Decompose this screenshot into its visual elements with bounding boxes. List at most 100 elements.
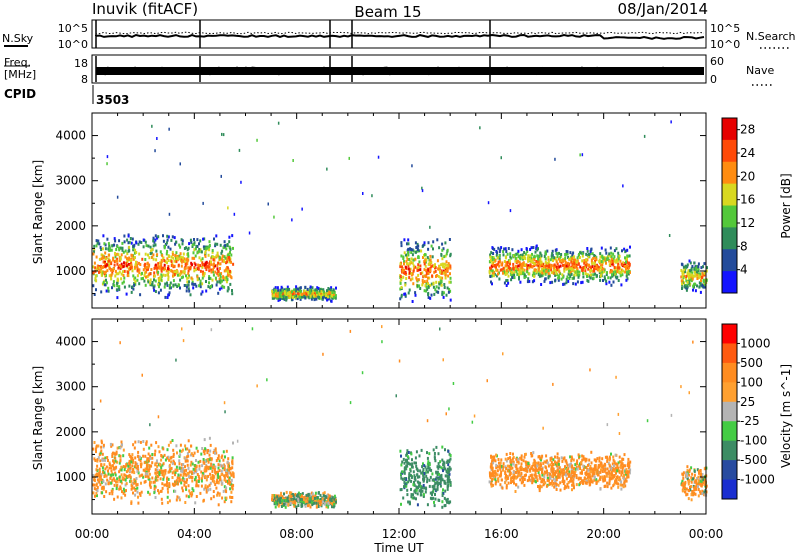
power-echo bbox=[617, 266, 619, 270]
velocity-echo bbox=[231, 496, 234, 499]
power-echo bbox=[518, 277, 520, 281]
velocity-echo bbox=[581, 454, 584, 458]
velocity-echo bbox=[122, 448, 125, 452]
power-echo bbox=[175, 251, 178, 255]
power-echo bbox=[107, 247, 110, 251]
velocity-echo bbox=[154, 462, 157, 466]
power-echo bbox=[427, 276, 429, 280]
power-echo bbox=[691, 273, 693, 277]
power-echo bbox=[569, 271, 572, 275]
power-echo bbox=[208, 248, 211, 252]
power-echo bbox=[403, 238, 406, 242]
power-echo bbox=[447, 274, 450, 278]
velocity-echo bbox=[140, 473, 143, 477]
power-echo bbox=[105, 274, 107, 278]
power-echo bbox=[231, 234, 234, 238]
power-echo bbox=[156, 236, 159, 240]
power-echo bbox=[605, 261, 607, 265]
velocity-echo bbox=[603, 478, 606, 482]
power-echo bbox=[498, 254, 501, 257]
power-echo bbox=[426, 256, 429, 260]
velocity-echo bbox=[325, 505, 328, 509]
velocity-echo bbox=[327, 505, 330, 509]
power-echo bbox=[187, 258, 190, 262]
velocity-echo bbox=[204, 448, 207, 452]
velocity-echo bbox=[602, 464, 605, 468]
power-echo bbox=[300, 290, 302, 294]
power-echo bbox=[513, 276, 516, 280]
power-echo bbox=[544, 250, 547, 254]
velocity-echo bbox=[119, 487, 122, 491]
power-echo bbox=[699, 282, 702, 285]
velocity-echo bbox=[620, 460, 623, 464]
power-echo bbox=[410, 257, 413, 261]
velocity-echo bbox=[598, 456, 601, 460]
velocity-echo bbox=[593, 478, 596, 482]
power-echo bbox=[403, 271, 406, 275]
power-echo bbox=[554, 256, 557, 260]
velocity-echo bbox=[435, 488, 438, 492]
power-echo-sparse bbox=[554, 157, 556, 161]
velocity-echo bbox=[151, 476, 154, 480]
velocity-echo bbox=[119, 485, 122, 489]
power-echo bbox=[141, 271, 143, 275]
velocity-echo bbox=[177, 482, 179, 486]
velocity-echo bbox=[225, 479, 227, 483]
power-echo bbox=[442, 269, 445, 273]
power-echo bbox=[540, 264, 543, 268]
velocity-echo bbox=[414, 456, 417, 460]
velocity-echo bbox=[403, 477, 406, 481]
velocity-echo bbox=[312, 502, 315, 505]
power-echo bbox=[331, 291, 334, 294]
velocity-echo bbox=[504, 476, 507, 480]
velocity-echo bbox=[555, 464, 558, 468]
power-echo bbox=[124, 255, 127, 259]
power-echo bbox=[175, 260, 178, 264]
velocity-echo bbox=[125, 470, 128, 474]
power-echo bbox=[426, 287, 429, 291]
power-echo bbox=[519, 253, 522, 257]
power-echo-sparse bbox=[227, 206, 229, 210]
power-echo bbox=[183, 267, 186, 271]
velocity-echo bbox=[595, 472, 598, 476]
power-echo bbox=[94, 266, 97, 270]
velocity-echo bbox=[311, 497, 314, 501]
velocity-echo bbox=[416, 492, 419, 496]
velocity-echo bbox=[181, 469, 184, 473]
velocity-echo bbox=[92, 491, 95, 495]
velocity-echo bbox=[562, 477, 564, 481]
power-echo bbox=[432, 247, 434, 251]
power-echo bbox=[535, 247, 538, 251]
power-echo bbox=[439, 279, 442, 283]
power-echo bbox=[406, 242, 408, 246]
velocity-echo bbox=[136, 469, 139, 473]
velocity-echo bbox=[190, 460, 193, 464]
power-echo bbox=[405, 260, 408, 264]
velocity-echo bbox=[146, 472, 149, 476]
power-echo bbox=[152, 236, 155, 240]
velocity-echo bbox=[519, 478, 522, 482]
power-echo bbox=[537, 260, 540, 264]
nsearch-label: N.Search bbox=[746, 30, 796, 43]
power-echo bbox=[533, 262, 536, 266]
power-echo bbox=[405, 277, 408, 280]
power-echo bbox=[126, 260, 129, 263]
power-echo bbox=[626, 260, 629, 264]
velocity-echo bbox=[311, 500, 314, 504]
power-echo bbox=[628, 254, 631, 258]
velocity-echo bbox=[134, 493, 137, 497]
velocity-echo bbox=[193, 451, 196, 455]
velocity-echo bbox=[176, 451, 178, 455]
velocity-echo bbox=[223, 485, 226, 489]
velocity-echo bbox=[512, 452, 514, 456]
power-echo bbox=[147, 244, 150, 248]
power-echo bbox=[229, 247, 232, 251]
velocity-echo bbox=[225, 469, 228, 473]
velocity-echo bbox=[420, 448, 423, 452]
velocity-echo bbox=[419, 469, 422, 473]
power-echo bbox=[128, 240, 131, 244]
velocity-echo bbox=[281, 499, 284, 503]
nsky-label: N.Sky bbox=[2, 32, 34, 45]
